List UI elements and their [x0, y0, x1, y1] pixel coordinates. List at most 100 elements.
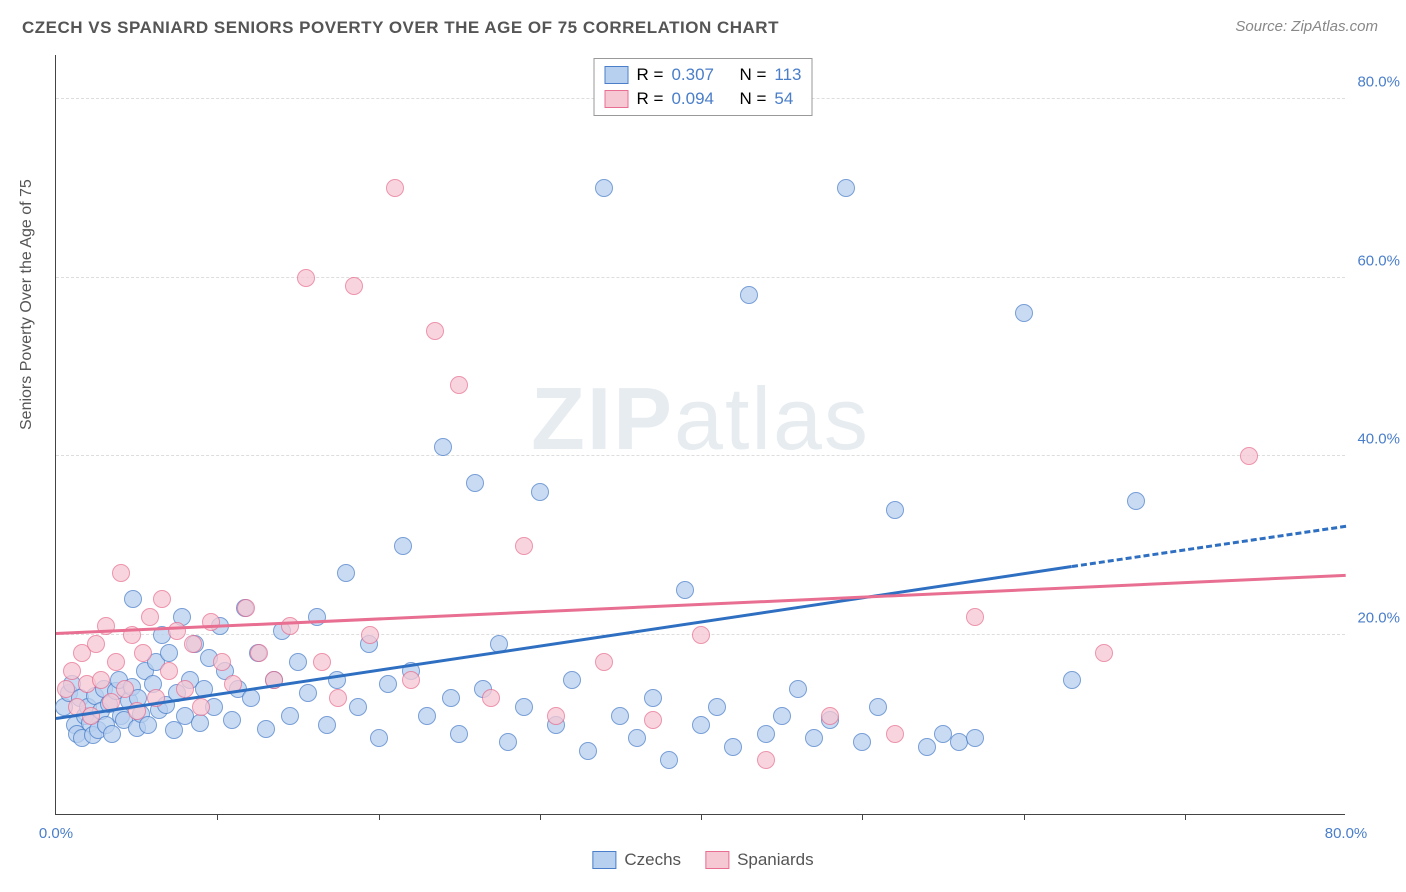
data-point — [595, 653, 613, 671]
swatch-czechs-icon — [592, 851, 616, 869]
data-point — [318, 716, 336, 734]
data-point — [886, 501, 904, 519]
data-point — [257, 720, 275, 738]
data-point — [918, 738, 936, 756]
data-point — [676, 581, 694, 599]
data-point — [82, 707, 100, 725]
x-tick-mark — [1185, 814, 1186, 820]
data-point — [329, 689, 347, 707]
data-point — [394, 537, 412, 555]
data-point — [966, 608, 984, 626]
data-point — [192, 698, 210, 716]
data-point — [168, 622, 186, 640]
x-tick-mark — [540, 814, 541, 820]
data-point — [773, 707, 791, 725]
data-point — [160, 644, 178, 662]
data-point — [153, 590, 171, 608]
data-point — [213, 653, 231, 671]
data-point — [370, 729, 388, 747]
data-point — [450, 725, 468, 743]
x-tick-mark — [862, 814, 863, 820]
legend-row-czechs: R = 0.307 N = 113 — [605, 63, 802, 87]
data-point — [547, 707, 565, 725]
series-legend: Czechs Spaniards — [592, 850, 813, 870]
data-point — [757, 751, 775, 769]
data-point — [644, 711, 662, 729]
x-tick-label: 80.0% — [1325, 825, 1368, 842]
data-point — [1095, 644, 1113, 662]
data-point — [63, 662, 81, 680]
data-point — [966, 729, 984, 747]
data-point — [789, 680, 807, 698]
data-point — [345, 277, 363, 295]
data-point — [660, 751, 678, 769]
data-point — [515, 698, 533, 716]
data-point — [482, 689, 500, 707]
gridline — [56, 277, 1345, 278]
data-point — [628, 729, 646, 747]
data-point — [141, 608, 159, 626]
data-point — [821, 707, 839, 725]
data-point — [853, 733, 871, 751]
trend-line — [56, 565, 1072, 720]
data-point — [644, 689, 662, 707]
data-point — [531, 483, 549, 501]
swatch-czechs — [605, 66, 629, 84]
data-point — [184, 635, 202, 653]
x-tick-mark — [217, 814, 218, 820]
data-point — [112, 564, 130, 582]
y-tick-label: 40.0% — [1350, 431, 1400, 448]
data-point — [869, 698, 887, 716]
data-point — [757, 725, 775, 743]
data-point — [299, 684, 317, 702]
swatch-spaniards — [605, 90, 629, 108]
data-point — [466, 474, 484, 492]
data-point — [442, 689, 460, 707]
x-tick-mark — [1024, 814, 1025, 820]
data-point — [692, 626, 710, 644]
data-point — [418, 707, 436, 725]
legend-item-czechs: Czechs — [592, 850, 681, 870]
data-point — [386, 179, 404, 197]
data-point — [124, 590, 142, 608]
data-point — [426, 322, 444, 340]
data-point — [134, 644, 152, 662]
data-point — [1063, 671, 1081, 689]
swatch-spaniards-icon — [705, 851, 729, 869]
gridline — [56, 455, 1345, 456]
data-point — [1240, 447, 1258, 465]
data-point — [237, 599, 255, 617]
data-point — [57, 680, 75, 698]
y-axis-label: Seniors Poverty Over the Age of 75 — [18, 179, 36, 430]
data-point — [308, 608, 326, 626]
data-point — [92, 671, 110, 689]
trend-line — [1072, 525, 1347, 568]
data-point — [402, 671, 420, 689]
data-point — [515, 537, 533, 555]
data-point — [611, 707, 629, 725]
data-point — [349, 698, 367, 716]
y-tick-label: 60.0% — [1350, 252, 1400, 269]
data-point — [337, 564, 355, 582]
y-tick-label: 80.0% — [1350, 73, 1400, 90]
data-point — [176, 680, 194, 698]
data-point — [499, 733, 517, 751]
data-point — [886, 725, 904, 743]
data-point — [191, 714, 209, 732]
legend-item-spaniards: Spaniards — [705, 850, 814, 870]
data-point — [87, 635, 105, 653]
correlation-legend: R = 0.307 N = 113 R = 0.094 N = 54 — [594, 58, 813, 116]
data-point — [116, 680, 134, 698]
x-tick-label: 0.0% — [39, 825, 73, 842]
data-point — [160, 662, 178, 680]
scatter-plot: ZIPatlas 20.0%40.0%60.0%80.0%0.0%80.0% — [55, 55, 1345, 815]
y-tick-label: 20.0% — [1350, 610, 1400, 627]
data-point — [595, 179, 613, 197]
data-point — [223, 711, 241, 729]
data-point — [740, 286, 758, 304]
data-point — [379, 675, 397, 693]
data-point — [107, 653, 125, 671]
data-point — [281, 617, 299, 635]
data-point — [297, 269, 315, 287]
data-point — [805, 729, 823, 747]
